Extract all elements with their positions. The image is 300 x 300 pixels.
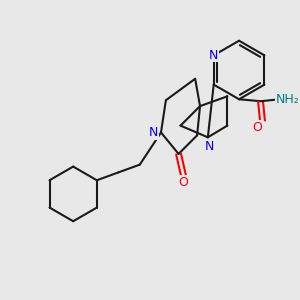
Text: N: N <box>148 126 158 139</box>
Text: N: N <box>205 140 214 153</box>
Text: NH₂: NH₂ <box>276 93 300 106</box>
Text: O: O <box>178 176 188 189</box>
Text: O: O <box>253 121 262 134</box>
Text: N: N <box>209 49 218 62</box>
